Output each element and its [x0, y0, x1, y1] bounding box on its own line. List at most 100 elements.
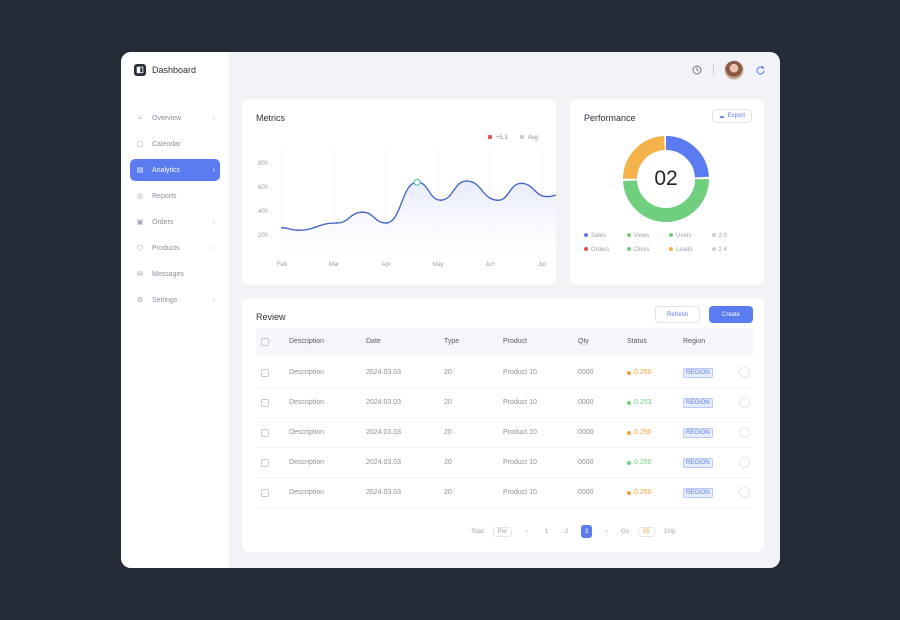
checkbox-box[interactable] — [261, 337, 269, 346]
checkbox-box[interactable] — [261, 368, 269, 377]
row-action[interactable] — [739, 418, 750, 447]
clock-icon[interactable] — [691, 64, 703, 76]
row-action[interactable] — [739, 478, 750, 507]
more-icon[interactable] — [739, 487, 750, 498]
table-row[interactable]: Description 2024.03.03 20 Product 10 0000 0.2… — [256, 418, 753, 448]
checkbox-box[interactable] — [261, 398, 269, 407]
region-tag: REGION — [683, 487, 713, 498]
sidebar-item-analytics[interactable]: ▤ Analytics › — [130, 159, 220, 181]
page-button[interactable]: 1 — [544, 528, 549, 535]
settings-icon: ⚙ — [136, 297, 144, 304]
row-checkbox[interactable] — [261, 388, 269, 417]
chevron-right-icon: › — [212, 296, 215, 304]
sidebar-item-label: Calendar — [152, 140, 181, 148]
refresh-icon[interactable] — [754, 64, 766, 76]
brand[interactable]: ◧ Dashboard — [134, 64, 196, 76]
more-icon[interactable] — [739, 397, 750, 408]
column-header: Type — [444, 338, 460, 345]
data-point — [385, 222, 387, 224]
sidebar-item-reports[interactable]: ◎ Reports — [130, 185, 220, 207]
column-header: Product — [503, 338, 528, 345]
row-action[interactable] — [739, 358, 750, 387]
cell-type: 20 — [444, 429, 452, 436]
page-button[interactable]: ‹ — [525, 528, 528, 535]
row-checkbox[interactable] — [261, 448, 269, 477]
donut-center-value: 02 — [654, 167, 678, 190]
page-size-select[interactable]: Per — [492, 526, 513, 537]
page-button[interactable]: › — [605, 528, 608, 535]
table-row[interactable]: Description 2024.03.03 20 Product 10 0000 0.2… — [256, 388, 753, 418]
metrics-chart-card: Metrics +5.3 Avg 800 600 400 200 Feb Mar Apr May… — [242, 99, 556, 285]
sidebar-item-messages[interactable]: ✉ Messages — [130, 263, 220, 285]
donut-segment — [623, 136, 709, 222]
app-name: Dashboard — [152, 65, 197, 75]
sidebar-item-calendar[interactable]: ▢ Calendar — [130, 133, 220, 155]
column-header: Date — [366, 338, 381, 345]
row-action[interactable] — [739, 448, 750, 477]
region-cell: REGION — [683, 448, 713, 477]
goto-input[interactable]: 05 — [638, 526, 655, 537]
checkbox-box[interactable] — [261, 458, 269, 467]
legend-label: Sales — [591, 233, 607, 239]
legend-swatch — [626, 247, 631, 251]
x-tick-label: Jun — [485, 262, 495, 268]
more-icon[interactable] — [739, 367, 750, 378]
more-icon[interactable] — [739, 457, 750, 468]
page-current[interactable]: 3 — [581, 525, 593, 538]
sidebar-item-label: Settings — [152, 296, 178, 304]
create-button[interactable]: Create — [709, 306, 753, 323]
checkbox-box[interactable] — [261, 428, 269, 437]
legend-label: Users — [676, 233, 692, 239]
region-cell: REGION — [683, 358, 713, 387]
chart-legend: +5.3 Avg — [487, 135, 538, 141]
legend-swatch — [584, 233, 588, 237]
more-icon[interactable] — [739, 427, 750, 438]
legend-label: Views — [633, 233, 650, 239]
cell-product: Product 10 — [503, 429, 537, 436]
status-dot — [627, 460, 631, 465]
column-header: Status — [627, 338, 647, 345]
cell-type: 20 — [444, 459, 452, 466]
page-button[interactable]: 2 — [564, 528, 569, 535]
export-button[interactable]: ☁ Export — [711, 109, 752, 123]
chart-icon: ≈ — [138, 114, 142, 122]
region-tag: REGION — [683, 457, 713, 468]
cell-qty: 0000 — [578, 369, 594, 376]
chevron-right-icon: › — [212, 218, 215, 226]
table-row[interactable]: Description 2024.03.03 20 Product 10 0000 0.2… — [256, 448, 753, 478]
select-all-checkbox[interactable] — [261, 328, 269, 355]
checkbox-box[interactable] — [261, 488, 269, 497]
sidebar-item-orders[interactable]: ▣ Orders › — [130, 211, 220, 233]
table-row[interactable]: Description 2024.03.03 20 Product 10 0000 0.2… — [256, 358, 753, 388]
export-label: Export — [727, 113, 745, 119]
cell-qty: 0000 — [578, 459, 594, 466]
status-cell: 0.250 — [627, 418, 652, 447]
region-tag: REGION — [683, 367, 713, 378]
status-value: 0.250 — [634, 459, 652, 466]
table-row[interactable]: Description 2024.03.03 20 Product 10 0000 0.2… — [256, 478, 753, 508]
table-actions: Refresh Create — [655, 306, 753, 323]
logo-icon: ◧ — [134, 64, 146, 76]
sidebar-item-label: Analytics — [152, 166, 181, 174]
row-checkbox[interactable] — [261, 358, 269, 387]
donut-legend-item: Sales — [584, 233, 627, 239]
legend-label: 2 0 — [718, 233, 727, 239]
data-point — [335, 222, 338, 224]
row-action[interactable] — [739, 388, 750, 417]
sidebar-item-settings[interactable]: ⚙ Settings › — [130, 289, 220, 311]
donut-legend: Sales Views Users 2 0 Orders Clicks Leads 2 4 — [584, 233, 754, 253]
donut-legend-item: Leads — [669, 247, 712, 253]
avatar[interactable] — [724, 60, 744, 80]
donut-legend-item: Views — [626, 233, 670, 239]
table-title: Review — [256, 312, 286, 322]
table-header: Description Date Type Product Qty Status Regio… — [256, 328, 753, 355]
legend-label: Orders — [591, 247, 610, 253]
sidebar-item-products[interactable]: ⬡ Products › — [130, 237, 220, 259]
refresh-button[interactable]: Refresh — [655, 306, 700, 323]
cloud-icon: ☁ — [718, 113, 725, 120]
sidebar-item-label: Overview — [152, 114, 182, 122]
row-checkbox[interactable] — [261, 418, 269, 447]
sidebar-item-overview[interactable]: ≈ Overview › — [130, 107, 220, 129]
row-checkbox[interactable] — [261, 478, 269, 507]
chart-title: Metrics — [256, 113, 285, 123]
